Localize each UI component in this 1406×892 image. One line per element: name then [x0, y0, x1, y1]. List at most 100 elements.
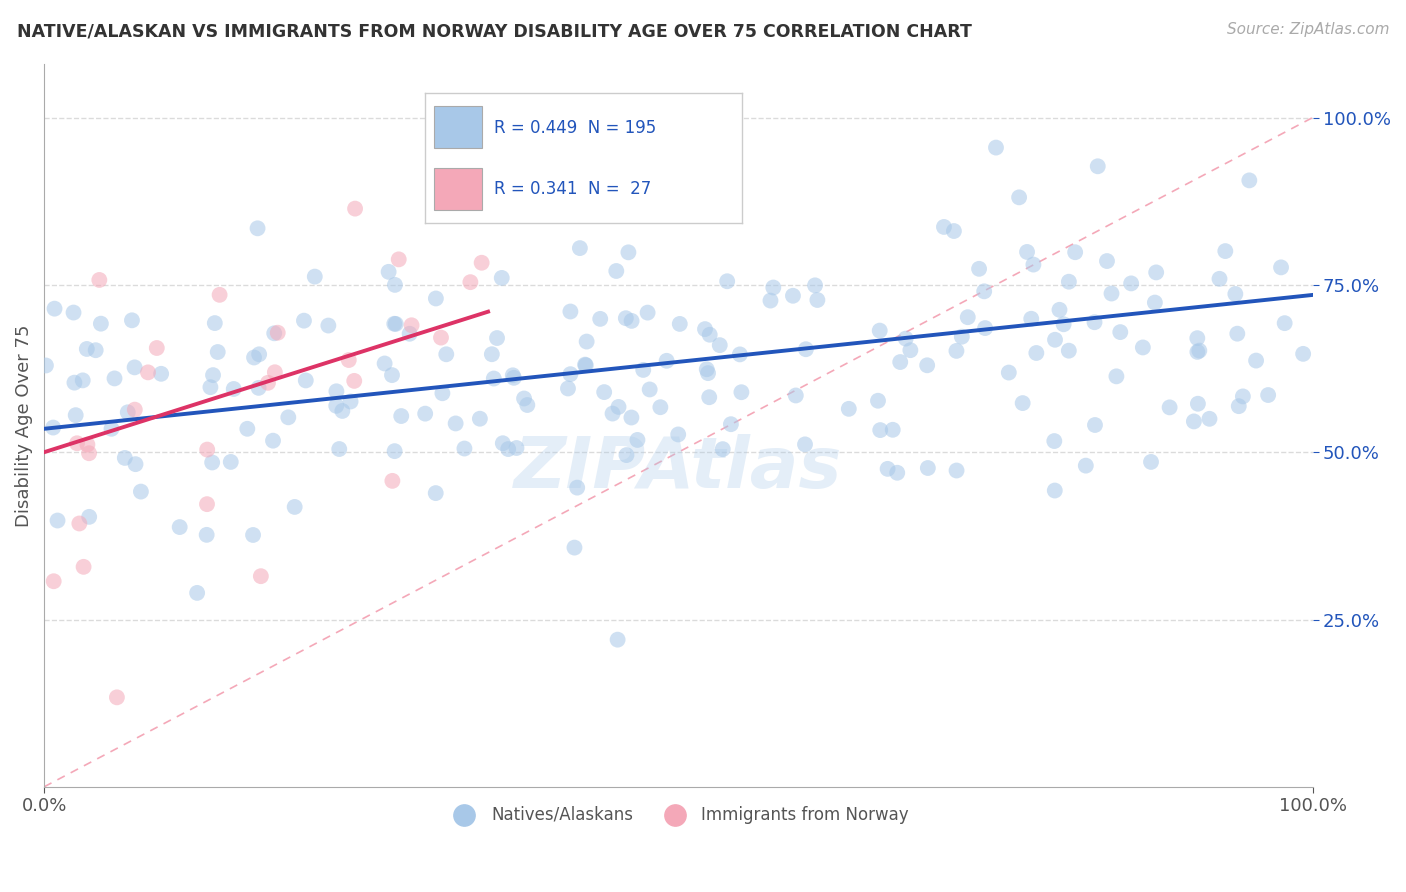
Legend: Natives/Alaskans, Immigrants from Norway: Natives/Alaskans, Immigrants from Norway	[441, 799, 915, 830]
Point	[242, 528, 264, 542]
Point	[384, 444, 406, 458]
Point	[762, 280, 785, 294]
Point	[425, 486, 447, 500]
Point	[117, 405, 139, 419]
Point	[67, 516, 90, 531]
Point	[1144, 265, 1167, 279]
Point	[169, 520, 191, 534]
Point	[150, 367, 173, 381]
Point	[1043, 483, 1066, 498]
Point	[84, 343, 107, 358]
Point	[620, 314, 643, 328]
Point	[696, 362, 718, 376]
Point	[124, 402, 146, 417]
Point	[207, 345, 229, 359]
Point	[709, 338, 731, 352]
Point	[720, 417, 742, 432]
Point	[894, 332, 917, 346]
Point	[945, 463, 967, 477]
Point	[1187, 331, 1209, 345]
Point	[1095, 254, 1118, 268]
Point	[263, 326, 285, 341]
Point	[89, 273, 111, 287]
Point	[62, 305, 84, 319]
Point	[1109, 325, 1132, 339]
Point	[605, 264, 627, 278]
Point	[304, 269, 326, 284]
Point	[1043, 434, 1066, 448]
Point	[568, 241, 591, 255]
Point	[1049, 302, 1071, 317]
Point	[560, 304, 582, 318]
Point	[374, 356, 396, 370]
Point	[46, 514, 69, 528]
Point	[1274, 316, 1296, 330]
Point	[35, 359, 58, 373]
Point	[263, 365, 285, 379]
Point	[637, 305, 659, 319]
Point	[794, 342, 817, 356]
Point	[186, 586, 208, 600]
Point	[505, 441, 527, 455]
Point	[1052, 318, 1074, 332]
Point	[1188, 343, 1211, 358]
Point	[76, 342, 98, 356]
Point	[1232, 389, 1254, 403]
Point	[967, 261, 990, 276]
Point	[343, 374, 366, 388]
Point	[614, 311, 637, 326]
Point	[575, 358, 598, 372]
Point	[1257, 388, 1279, 402]
Point	[889, 355, 911, 369]
Point	[869, 423, 891, 437]
Point	[42, 574, 65, 589]
Point	[1043, 333, 1066, 347]
Point	[236, 422, 259, 436]
Point	[492, 436, 515, 450]
Point	[468, 411, 491, 425]
Point	[1270, 260, 1292, 275]
Point	[201, 455, 224, 469]
Point	[1213, 244, 1236, 258]
Point	[1084, 417, 1107, 432]
Point	[567, 481, 589, 495]
Point	[330, 404, 353, 418]
Point	[666, 427, 689, 442]
Point	[100, 422, 122, 436]
Point	[956, 310, 979, 325]
Point	[502, 368, 524, 383]
Point	[513, 392, 536, 406]
Point	[434, 347, 457, 361]
Point	[318, 318, 340, 333]
Point	[876, 462, 898, 476]
Point	[617, 245, 640, 260]
Point	[1019, 311, 1042, 326]
Point	[44, 301, 66, 316]
Point	[460, 275, 482, 289]
Point	[593, 385, 616, 400]
Point	[974, 321, 997, 335]
Point	[696, 187, 718, 202]
Point	[564, 541, 586, 555]
Point	[202, 368, 225, 383]
Point	[607, 400, 630, 414]
Point	[697, 366, 720, 380]
Point	[90, 317, 112, 331]
Point	[388, 252, 411, 267]
Text: Source: ZipAtlas.com: Source: ZipAtlas.com	[1226, 22, 1389, 37]
Point	[915, 359, 938, 373]
Point	[481, 347, 503, 361]
Point	[782, 289, 804, 303]
Point	[1132, 341, 1154, 355]
Point	[432, 386, 454, 401]
Point	[121, 313, 143, 327]
Point	[63, 376, 86, 390]
Point	[1225, 287, 1247, 301]
Point	[328, 442, 350, 456]
Point	[716, 274, 738, 288]
Point	[560, 367, 582, 381]
Point	[882, 423, 904, 437]
Point	[945, 343, 967, 358]
Point	[124, 457, 146, 471]
Point	[471, 256, 494, 270]
